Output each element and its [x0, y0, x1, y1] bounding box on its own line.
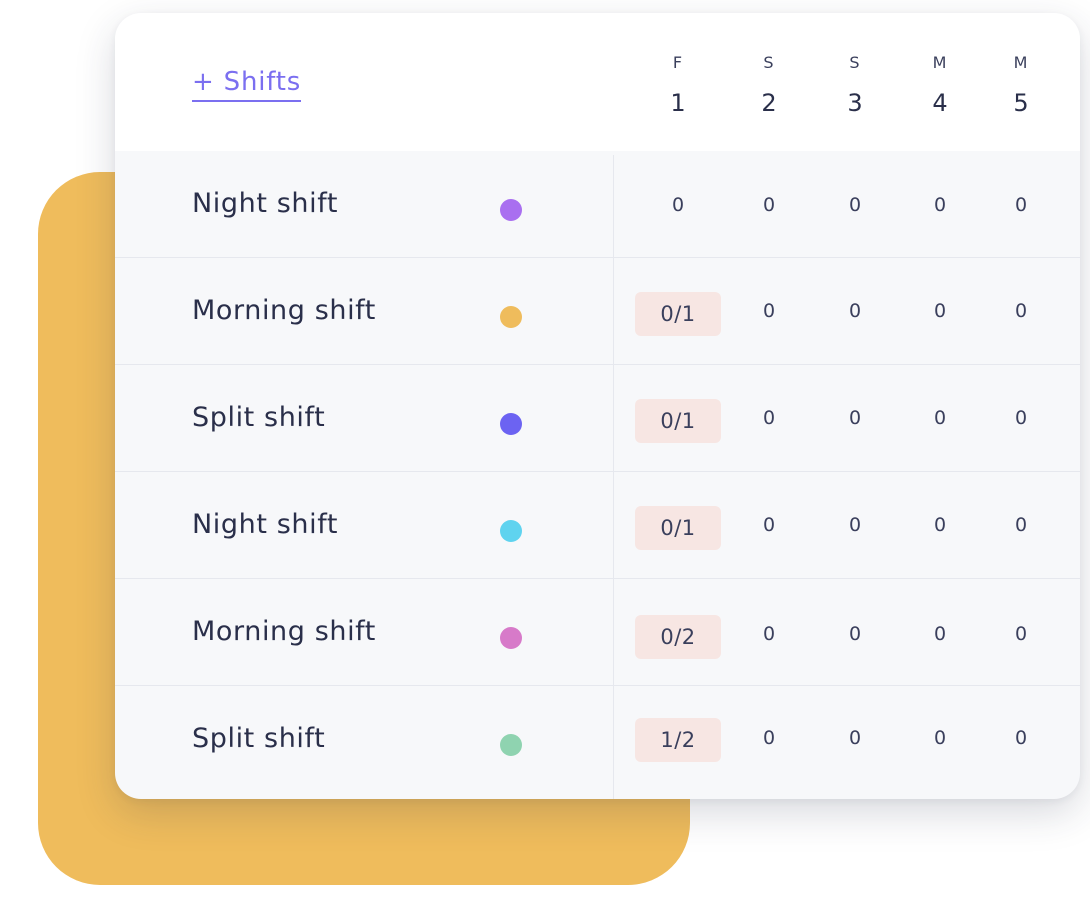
column-divider: [613, 155, 614, 799]
shift-color-dot: [500, 520, 522, 542]
shift-count-cell[interactable]: 0: [933, 514, 947, 536]
shift-color-dot: [500, 413, 522, 435]
row-divider: [115, 257, 1080, 258]
day-letter: F: [672, 53, 684, 72]
shift-count-cell[interactable]: 0: [848, 623, 862, 645]
schedule-header: + Shifts F 1 S 2 S 3 M 4 M 5: [115, 13, 1080, 151]
shift-color-dot: [500, 306, 522, 328]
shift-coverage-chip[interactable]: 0/1: [635, 506, 721, 550]
shift-color-dot: [500, 199, 522, 221]
shift-count-cell[interactable]: 0: [933, 727, 947, 749]
shift-count-cell[interactable]: 0: [848, 407, 862, 429]
shift-name: Morning shift: [192, 295, 376, 326]
row-divider: [115, 685, 1080, 686]
shift-row[interactable]: Night shift 0/1 0 0 0 0: [115, 472, 1080, 579]
shift-color-dot: [500, 627, 522, 649]
shift-count-cell[interactable]: 0: [1014, 514, 1028, 536]
shift-count-cell[interactable]: 0: [1014, 194, 1028, 216]
shift-count-cell[interactable]: 0: [762, 194, 776, 216]
shift-name: Split shift: [192, 402, 326, 433]
schedule-card: + Shifts F 1 S 2 S 3 M 4 M 5: [115, 13, 1080, 799]
day-number: 4: [932, 89, 948, 117]
day-letter: S: [849, 53, 861, 72]
day-number: 1: [670, 89, 686, 117]
day-number: 3: [847, 89, 863, 117]
day-number: 2: [761, 89, 777, 117]
shift-name: Night shift: [192, 188, 339, 219]
day-letter: M: [1013, 53, 1029, 72]
shift-count-cell[interactable]: 0: [762, 727, 776, 749]
add-shifts-link[interactable]: + Shifts: [192, 66, 302, 102]
shift-coverage-chip[interactable]: 0/1: [635, 292, 721, 336]
shift-count-cell[interactable]: 0: [848, 300, 862, 322]
day-letter: S: [763, 53, 775, 72]
day-letter: M: [932, 53, 948, 72]
shift-name: Morning shift: [192, 616, 376, 647]
shift-count-cell[interactable]: 0: [1014, 407, 1028, 429]
shift-count-cell[interactable]: 0: [933, 407, 947, 429]
shift-count-cell[interactable]: 0: [762, 514, 776, 536]
shift-count-cell[interactable]: 0: [848, 514, 862, 536]
shift-color-dot: [500, 734, 522, 756]
row-divider: [115, 364, 1080, 365]
shift-row[interactable]: Split shift 1/2 0 0 0 0: [115, 686, 1080, 793]
shift-row[interactable]: Morning shift 0/1 0 0 0 0: [115, 258, 1080, 365]
shift-count-cell[interactable]: 0: [1014, 727, 1028, 749]
shift-count-cell[interactable]: 0: [848, 194, 862, 216]
day-number: 5: [1013, 89, 1029, 117]
shift-name: Night shift: [192, 509, 339, 540]
shift-row[interactable]: Split shift 0/1 0 0 0 0: [115, 365, 1080, 472]
shift-count-cell[interactable]: 0: [933, 194, 947, 216]
shift-count-cell[interactable]: 0: [762, 407, 776, 429]
row-divider: [115, 578, 1080, 579]
shift-count-cell[interactable]: 0: [848, 727, 862, 749]
shift-coverage-chip[interactable]: 0/2: [635, 615, 721, 659]
shift-count-cell[interactable]: 0: [1014, 300, 1028, 322]
shift-coverage-chip[interactable]: 0/1: [635, 399, 721, 443]
row-divider: [115, 471, 1080, 472]
shift-row[interactable]: Morning shift 0/2 0 0 0 0: [115, 579, 1080, 686]
shift-count-cell[interactable]: 0: [933, 623, 947, 645]
shift-count-cell[interactable]: 0: [762, 300, 776, 322]
shift-coverage-chip[interactable]: 1/2: [635, 718, 721, 762]
shift-count-cell[interactable]: 0: [762, 623, 776, 645]
shift-row[interactable]: Night shift 0 0 0 0 0: [115, 151, 1080, 258]
shift-count-cell[interactable]: 0: [671, 194, 685, 216]
shift-count-cell[interactable]: 0: [933, 300, 947, 322]
shift-count-cell[interactable]: 0: [1014, 623, 1028, 645]
shift-name: Split shift: [192, 723, 326, 754]
